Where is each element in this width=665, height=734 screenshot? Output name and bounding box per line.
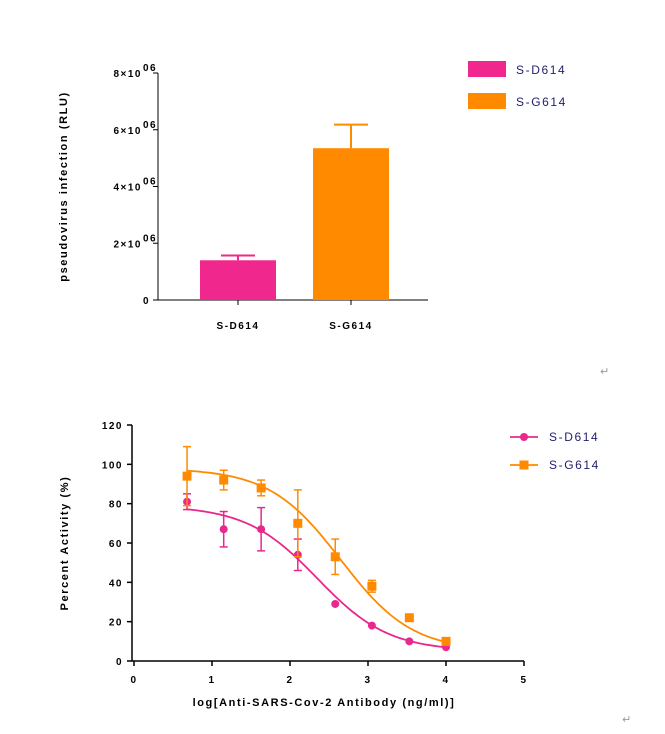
y-tick-label: 40: [109, 578, 123, 589]
data-point-s-g614: [219, 475, 229, 485]
legend-label: S-G614: [516, 95, 567, 109]
legend-swatch: [468, 93, 506, 109]
y-tick-label: 0: [143, 296, 150, 307]
y-tick-exponent: 06: [143, 177, 157, 188]
data-point-s-g614: [441, 636, 451, 646]
y-tick-label: 6×10: [113, 126, 142, 137]
legend-label: S-D614: [516, 63, 566, 77]
y-axis-title: pseudovirus infection (RLU): [58, 91, 70, 281]
data-point-s-d614: [367, 621, 376, 630]
data-point-s-d614: [257, 525, 266, 534]
data-point-s-g614: [293, 518, 303, 528]
y-tick-label: 8×10: [113, 69, 142, 80]
x-tick-label: 0: [130, 675, 137, 686]
data-point-s-g614: [256, 483, 266, 493]
data-point-s-g614: [182, 471, 192, 481]
x-tick-label: 2: [286, 675, 293, 686]
legend-label: S-G614: [549, 458, 600, 472]
fit-curve-s-d614: [186, 508, 447, 649]
legend-marker: [519, 460, 529, 470]
x-tick-label: S-D614: [217, 321, 260, 332]
x-axis-title: log[Anti-SARS-Cov-2 Antibody (ng/ml)]: [193, 697, 456, 709]
data-point-s-g614: [367, 581, 377, 591]
y-tick-label: 4×10: [113, 183, 142, 194]
return-mark-1: ↵: [600, 365, 610, 378]
y-tick-label: 100: [102, 460, 123, 471]
y-tick-exponent: 06: [143, 233, 157, 244]
data-point-s-d614: [405, 637, 414, 646]
y-tick-label: 2×10: [113, 239, 142, 250]
legend-label: S-D614: [549, 430, 599, 444]
y-axis-title: Percent Activity (%): [59, 476, 71, 611]
legend-marker: [520, 433, 528, 441]
y-tick-label: 80: [109, 500, 123, 511]
bar-s-d614: [200, 260, 276, 300]
data-point-s-g614: [404, 613, 414, 623]
x-tick-label: 3: [364, 675, 371, 686]
y-tick-exponent: 06: [143, 120, 157, 131]
y-tick-label: 120: [102, 421, 123, 432]
y-tick-label: 0: [116, 657, 123, 668]
x-tick-label: S-G614: [329, 321, 372, 332]
data-point-s-d614: [219, 525, 228, 534]
y-tick-exponent: 06: [143, 63, 157, 74]
x-tick-label: 1: [208, 675, 215, 686]
return-mark-2: ↵: [622, 713, 632, 726]
bar-s-g614: [313, 148, 389, 300]
x-tick-label: 4: [442, 675, 449, 686]
y-tick-label: 20: [109, 618, 123, 629]
data-point-s-g614: [330, 552, 340, 562]
legend-swatch: [468, 61, 506, 77]
fit-curve-s-g614: [186, 469, 447, 643]
x-tick-label: 5: [520, 675, 527, 686]
data-point-s-d614: [331, 599, 340, 608]
y-tick-label: 60: [109, 539, 123, 550]
